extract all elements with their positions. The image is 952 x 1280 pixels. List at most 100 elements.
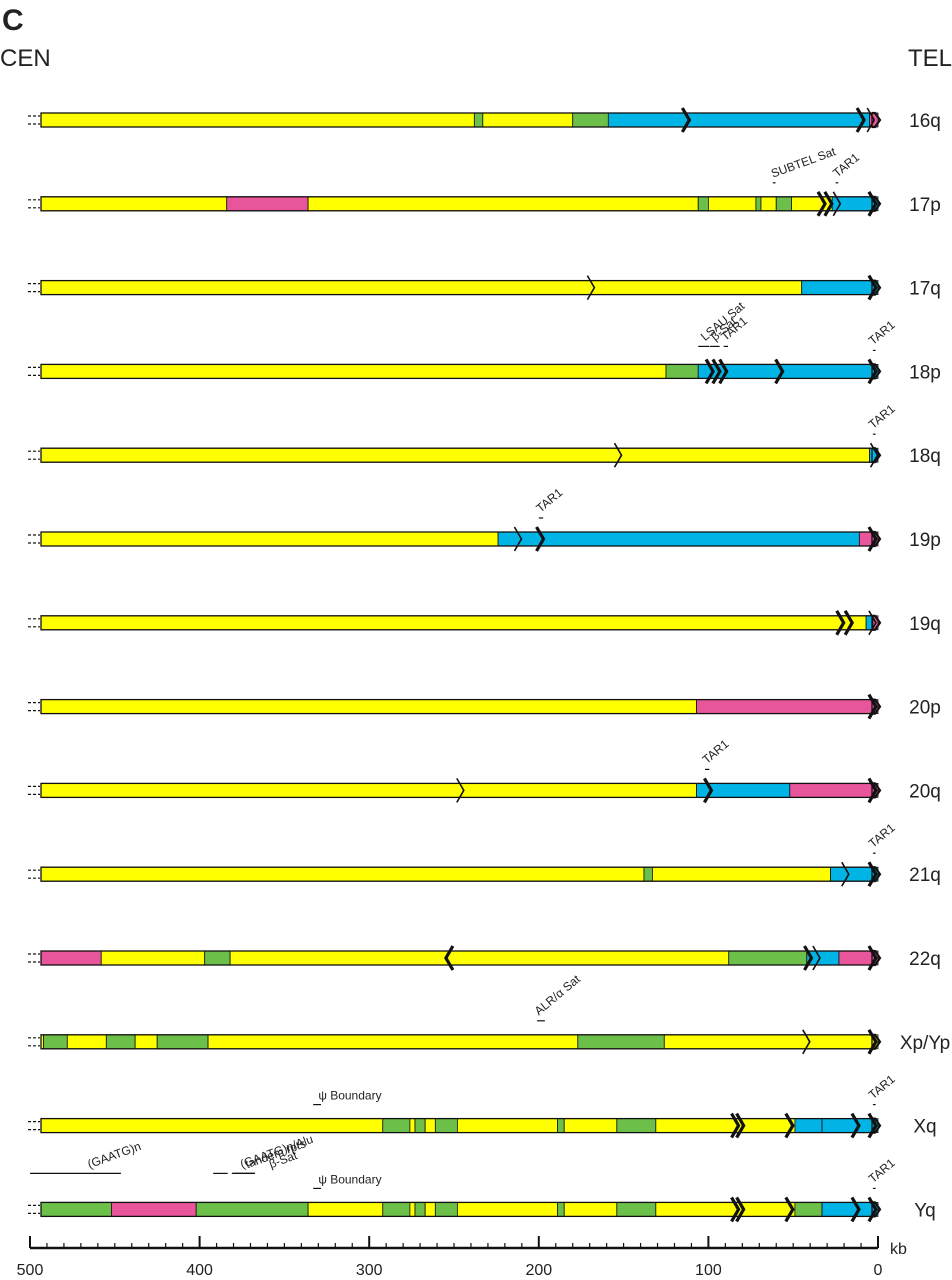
arm-label: 19q: [909, 614, 941, 635]
segment-unique: [424, 1202, 436, 1217]
annotation-label: TAR1: [866, 318, 898, 348]
segment-subtel: [830, 866, 879, 882]
telomere-end: [872, 195, 882, 212]
telomere-label: TEL: [908, 45, 952, 72]
segment-unique: [40, 363, 667, 379]
segment-segdup: [755, 196, 762, 212]
telomere-end: [872, 111, 882, 129]
chromosome-outline: [40, 1201, 873, 1218]
orientation-arrow: [456, 777, 465, 803]
segment-subtel: [607, 112, 870, 128]
orientation-arrow: [444, 945, 455, 971]
segment-unique: [66, 1034, 107, 1050]
segment-segdup: [616, 1202, 657, 1217]
arm-label: 22q: [909, 949, 941, 970]
orientation-arrow: [867, 1028, 878, 1055]
telomere-end: [872, 782, 882, 799]
orientation-arrow: [841, 861, 850, 887]
segment-unique: [456, 1118, 558, 1133]
arm-label: Xp/Yp: [900, 1033, 950, 1054]
annotation-label: TAR1: [866, 401, 898, 431]
orientation-arrow: [843, 609, 855, 636]
segment-segdup: [382, 1118, 411, 1133]
orientation-arrow: [832, 191, 842, 217]
orientation-arrow: [803, 945, 814, 971]
chromosome-outline: [40, 363, 873, 380]
segment-unique: [40, 1118, 384, 1133]
segment-subtel: [794, 1118, 823, 1133]
segment-unique: [663, 1034, 879, 1050]
segment-segdup: [572, 112, 609, 128]
segment-segdup: [434, 1118, 458, 1133]
telomere-end: [872, 530, 882, 548]
segment-segdup: [665, 363, 699, 379]
orientation-arrow: [835, 609, 846, 636]
orientation-arrow: [730, 1196, 741, 1223]
orientation-arrow: [718, 358, 729, 385]
arm-label: 18q: [909, 446, 941, 467]
orientation-arrow: [867, 693, 878, 720]
segment-segdup: [643, 866, 653, 882]
segment-unique: [40, 196, 228, 212]
telomere-end: [872, 866, 882, 883]
orientation-arrow: [613, 442, 623, 468]
axis-tick-label: 200: [525, 1262, 552, 1279]
chromosome-outline: [40, 447, 873, 463]
panel-letter: C: [2, 4, 24, 37]
segment-unique: [40, 699, 697, 714]
segment-segdup: [577, 1034, 665, 1050]
segment-pink: [111, 1202, 197, 1217]
segment-segdup: [105, 1034, 136, 1050]
chromosome-outline: [40, 615, 873, 631]
segment-segdup: [473, 112, 484, 128]
segment-segdup: [414, 1118, 426, 1133]
segment-segdup: [204, 950, 231, 966]
chromosome-outline: [40, 196, 873, 212]
arm-label: 17p: [909, 195, 941, 216]
segment-segdup: [616, 1118, 657, 1133]
orientation-arrow: [711, 358, 722, 385]
segment-unique: [40, 615, 867, 631]
orientation-arrow: [850, 1196, 861, 1223]
segment-unique: [424, 1118, 436, 1133]
segment-unique: [307, 196, 699, 212]
orientation-arrow: [869, 442, 879, 468]
chromosome-outline: [40, 698, 873, 715]
chromosome-row: 19q: [28, 609, 941, 636]
segment-unique: [708, 196, 757, 212]
annotation-label: SUBTEL Sat: [769, 144, 838, 180]
segment-segdup: [697, 196, 709, 212]
chromosome-row: 20p: [28, 693, 941, 720]
orientation-arrow: [802, 1029, 811, 1055]
orientation-arrow: [704, 358, 715, 385]
segment-segdup: [43, 1034, 68, 1050]
annotation-label: TAR1: [866, 820, 898, 850]
telomere-end: [872, 1033, 882, 1050]
segment-segdup: [557, 1118, 565, 1133]
annotation-label: TAR1: [866, 1072, 898, 1102]
telomere-end: [872, 1201, 882, 1218]
arm-label: 17q: [909, 279, 941, 300]
segment-unique: [100, 950, 206, 966]
segment-unique: [40, 112, 475, 128]
orientation-arrow: [867, 1196, 878, 1223]
orientation-arrow: [850, 1112, 861, 1139]
orientation-arrow: [867, 861, 878, 888]
segment-unique: [563, 1118, 618, 1133]
segment-unique: [409, 1118, 416, 1133]
orientation-arrow: [867, 945, 878, 971]
orientation-arrow: [868, 610, 877, 636]
segment-segdup: [195, 1202, 309, 1217]
orientation-arrow: [513, 526, 523, 552]
axis-unit-label: kb: [890, 1241, 907, 1258]
axis-tick-label: 300: [356, 1262, 383, 1279]
orientation-arrow: [816, 190, 827, 217]
segment-segdup: [434, 1202, 458, 1217]
orientation-arrow: [680, 107, 692, 133]
orientation-arrow: [867, 274, 878, 301]
orientation-arrow: [730, 1112, 741, 1139]
segment-unique: [655, 1118, 796, 1133]
segment-unique: [207, 1034, 579, 1050]
